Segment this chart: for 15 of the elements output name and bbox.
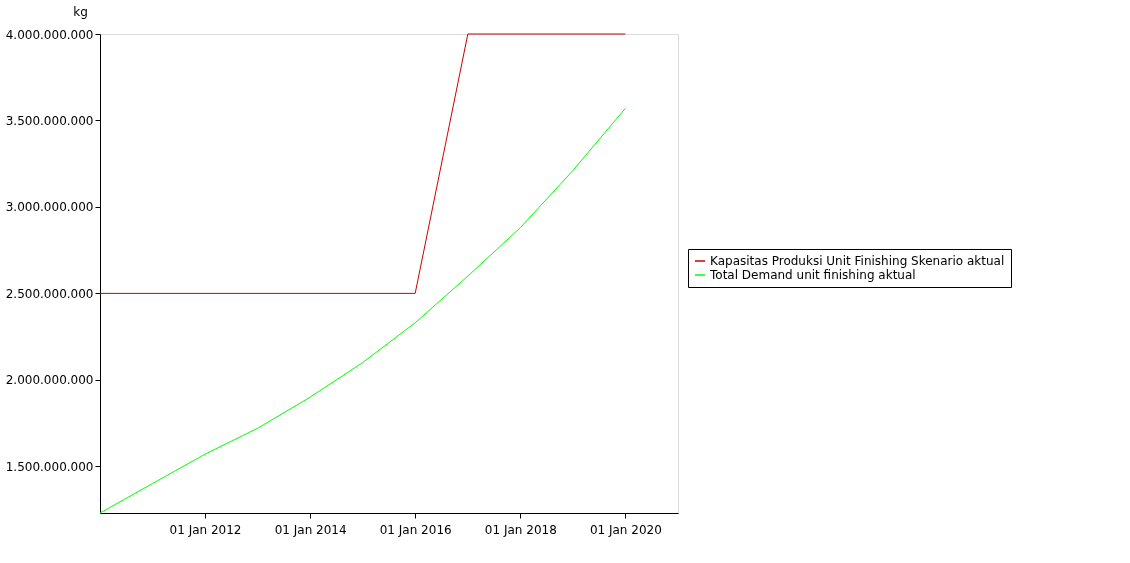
x-tick-label: 01 Jan 2012 (169, 522, 242, 537)
x-tick-label: 01 Jan 2020 (589, 522, 662, 537)
line-series (99, 107, 626, 514)
x-tick-label: 01 Jan 2018 (484, 522, 557, 537)
y-tick-label: 4.000.000.000 (5, 27, 94, 42)
y-axis-title: kg (73, 4, 88, 19)
y-tick-label: 2.500.000.000 (5, 286, 94, 301)
x-tick-label: 01 Jan 2016 (379, 522, 452, 537)
legend-label: Total Demand unit finishing aktual (709, 268, 916, 282)
legend-label: Kapasitas Produksi Unit Finishing Skenario aktual (710, 254, 1005, 268)
y-tick-label: 1.500.000.000 (5, 459, 94, 474)
y-tick-label: 3.500.000.000 (5, 113, 94, 128)
y-tick-label: 3.000.000.000 (5, 200, 94, 215)
x-tick-label: 01 Jan 2014 (274, 522, 347, 537)
y-tick-label: 2.000.000.000 (5, 373, 94, 388)
